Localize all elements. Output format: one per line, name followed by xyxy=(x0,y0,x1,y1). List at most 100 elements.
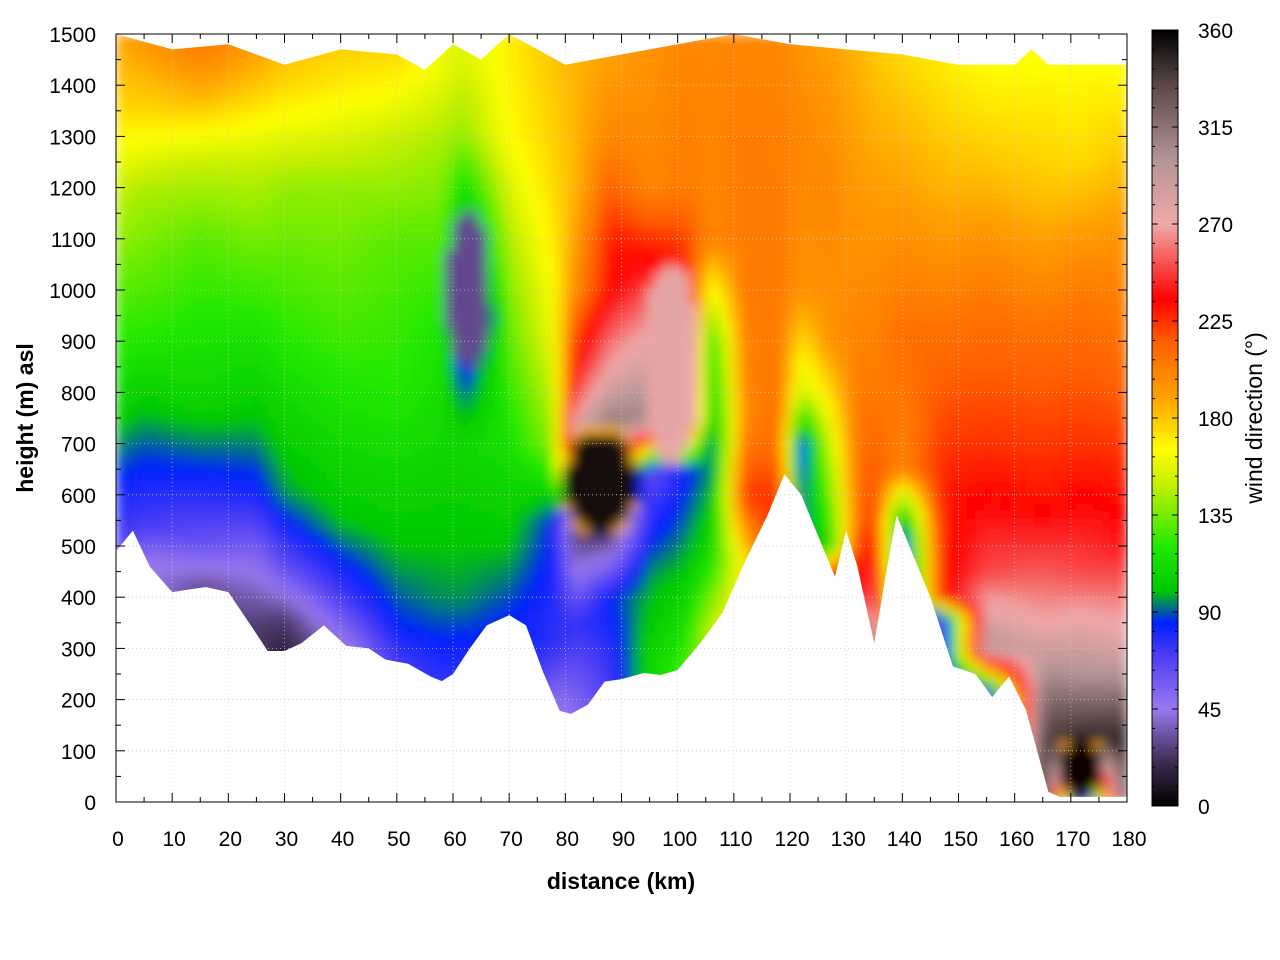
field-cell xyxy=(351,441,362,450)
field-cell xyxy=(385,433,396,443)
field-cell xyxy=(343,279,353,289)
field-cell xyxy=(141,548,151,558)
field-cell xyxy=(183,510,193,519)
field-cell xyxy=(116,72,126,82)
field-cell xyxy=(318,226,328,235)
field-cell xyxy=(267,364,278,373)
field-cell xyxy=(208,494,219,504)
field-cell xyxy=(436,633,446,642)
field-cell xyxy=(200,387,210,396)
field-cell xyxy=(495,80,505,89)
field-cell xyxy=(486,610,497,619)
field-cell xyxy=(427,302,438,312)
field-cell xyxy=(124,502,134,512)
field-cell xyxy=(469,233,480,243)
field-cell xyxy=(427,640,438,650)
field-cell xyxy=(318,525,328,535)
field-cell xyxy=(444,110,454,120)
field-cell xyxy=(335,571,345,581)
field-cell xyxy=(208,141,219,151)
field-cell xyxy=(410,279,421,289)
field-cell xyxy=(217,441,227,450)
field-cell xyxy=(259,179,269,189)
field-cell xyxy=(453,410,463,419)
field-cell xyxy=(132,341,143,350)
field-cell xyxy=(503,586,513,596)
field-cell xyxy=(343,310,353,320)
field-cell xyxy=(402,556,412,565)
field-cell xyxy=(233,57,244,66)
field-cell xyxy=(183,241,193,251)
field-cell xyxy=(250,325,261,335)
field-cell xyxy=(528,256,539,266)
field-cell xyxy=(377,72,387,82)
field-cell xyxy=(284,172,294,181)
field-cell xyxy=(335,563,345,573)
field-cell xyxy=(453,310,463,320)
field-cell xyxy=(124,233,134,243)
field-cell xyxy=(183,540,193,550)
field-cell xyxy=(436,164,446,174)
field-cell xyxy=(528,325,539,335)
field-cell xyxy=(208,517,219,527)
field-cell xyxy=(292,410,303,419)
field-cell xyxy=(259,72,269,82)
field-cell xyxy=(166,64,176,74)
field-cell xyxy=(250,525,261,535)
field-cell xyxy=(351,556,362,565)
field-cell xyxy=(436,494,446,504)
field-cell xyxy=(259,364,269,373)
field-cell xyxy=(402,510,412,519)
field-cell xyxy=(225,571,235,581)
field-cell xyxy=(242,418,252,427)
field-cell xyxy=(453,210,463,220)
field-cell xyxy=(116,49,126,59)
field-cell xyxy=(166,179,176,189)
field-cell xyxy=(377,95,387,105)
field-cell xyxy=(141,402,151,412)
field-cell xyxy=(276,571,286,581)
field-cell xyxy=(259,540,269,550)
field-cell xyxy=(267,556,278,565)
field-cell xyxy=(394,249,404,258)
field-cell xyxy=(141,226,151,235)
field-cell xyxy=(217,64,227,74)
field-cell xyxy=(276,610,286,619)
field-cell xyxy=(132,333,143,343)
field-cell xyxy=(436,72,446,82)
field-cell xyxy=(528,387,539,396)
field-cell xyxy=(444,195,454,204)
field-cell xyxy=(461,118,471,128)
field-cell xyxy=(174,256,185,266)
field-cell xyxy=(259,387,269,396)
field-cell xyxy=(132,464,143,473)
field-cell xyxy=(394,226,404,235)
field-cell xyxy=(511,487,522,496)
field-cell xyxy=(436,141,446,151)
field-cell xyxy=(174,110,185,120)
field-cell xyxy=(351,579,362,588)
field-cell xyxy=(368,295,379,304)
field-cell xyxy=(225,287,235,297)
field-cell xyxy=(116,425,126,435)
field-cell xyxy=(250,617,261,627)
field-cell xyxy=(208,448,219,458)
field-cell xyxy=(242,364,252,373)
field-cell xyxy=(419,594,429,604)
field-cell xyxy=(410,548,421,558)
field-cell xyxy=(174,494,185,504)
field-cell xyxy=(174,341,185,350)
field-cell xyxy=(276,540,286,550)
field-cell xyxy=(124,394,134,404)
field-cell xyxy=(284,226,294,235)
field-cell xyxy=(116,149,126,158)
field-cell xyxy=(402,195,412,204)
field-cell xyxy=(520,202,530,212)
field-cell xyxy=(116,103,126,112)
field-cell xyxy=(520,141,530,151)
field-cell xyxy=(461,617,471,627)
field-cell xyxy=(402,364,412,373)
field-cell xyxy=(478,218,488,227)
field-cell xyxy=(419,625,429,635)
field-cell xyxy=(478,510,488,519)
